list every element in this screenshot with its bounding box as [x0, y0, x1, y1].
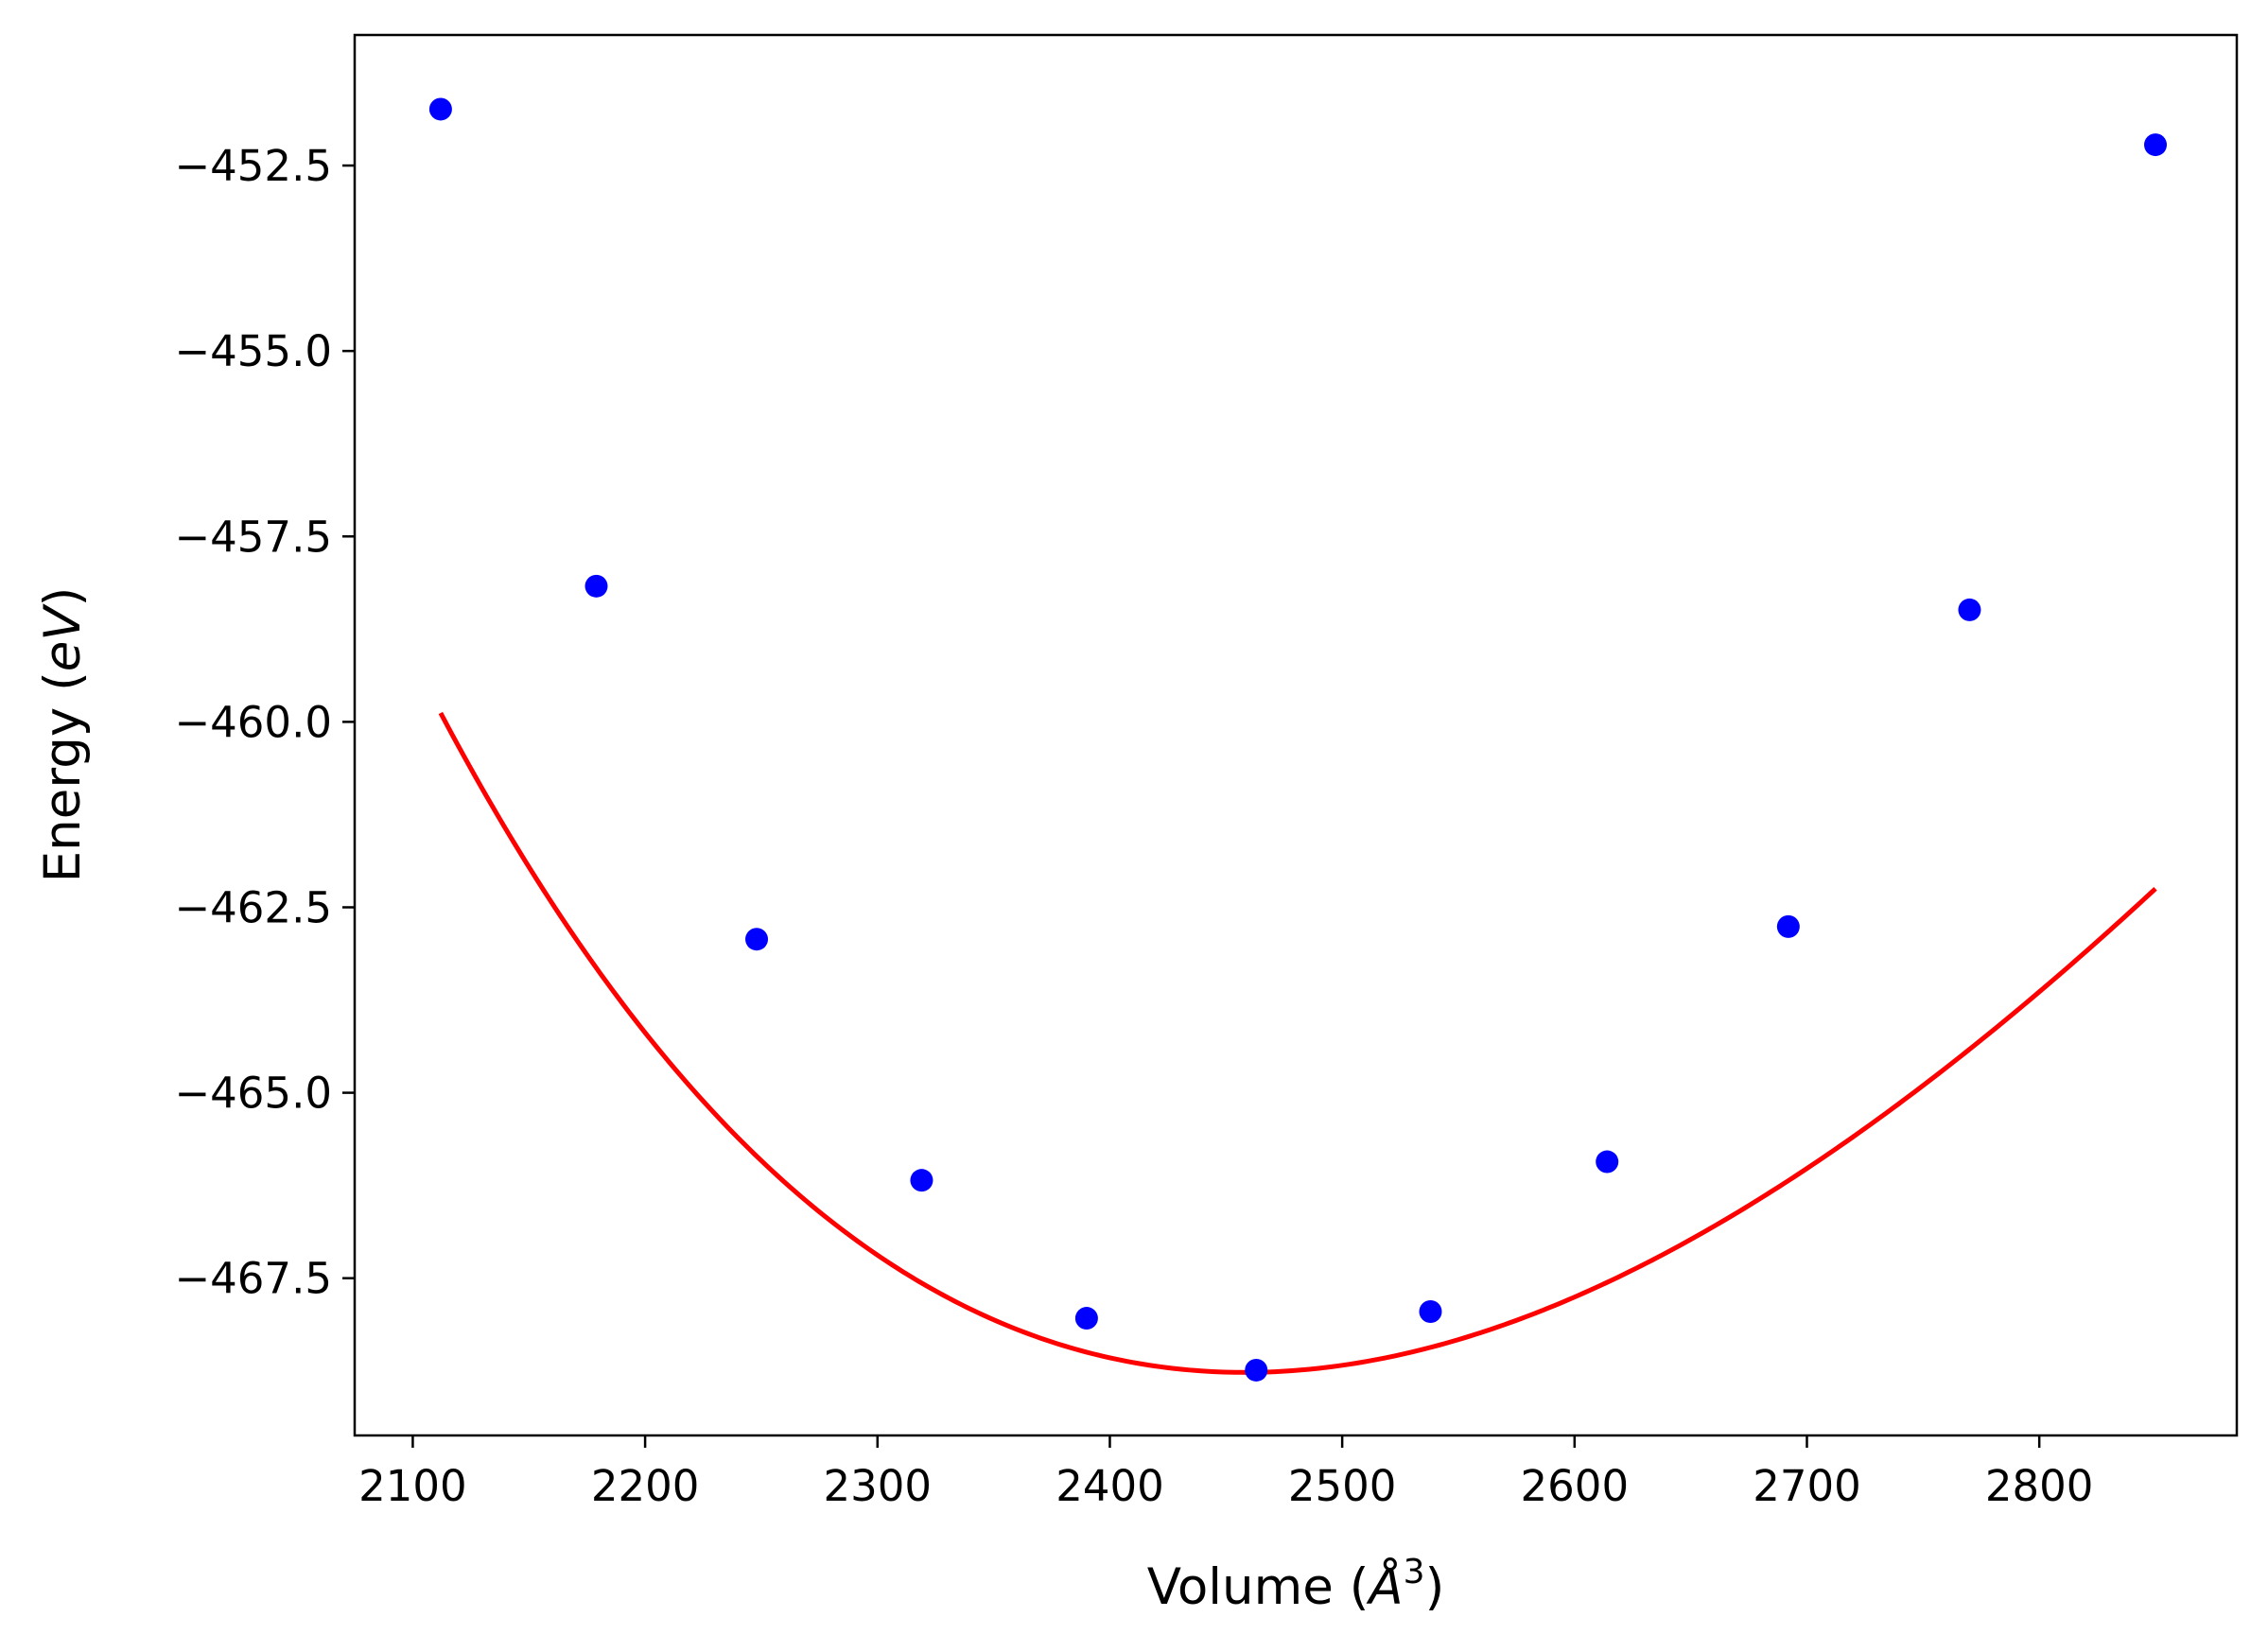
y-tick-label: −462.5: [174, 882, 332, 932]
x-tick-label: 2600: [1521, 1461, 1630, 1511]
plot-frame: [353, 33, 2239, 1437]
x-tick-label: 2100: [358, 1461, 467, 1511]
data-point: [2144, 133, 2168, 157]
data-point: [1958, 598, 1981, 621]
data-point: [910, 1169, 933, 1192]
x-tick-label: 2300: [824, 1461, 933, 1511]
data-point: [428, 97, 452, 121]
y-tick-label: −455.0: [174, 326, 332, 376]
data-point: [1419, 1300, 1442, 1324]
fit-curve: [438, 711, 2157, 1375]
x-tick-label: 2700: [1753, 1461, 1861, 1511]
data-point: [1245, 1358, 1268, 1382]
y-axis-title: Energy (eV): [34, 587, 92, 883]
plot-area: [355, 35, 2237, 1435]
data-point: [584, 574, 608, 598]
data-point: [745, 928, 769, 951]
y-tick-label: −452.5: [174, 141, 332, 191]
data-point: [1074, 1307, 1098, 1330]
x-tick-label: 2200: [591, 1461, 700, 1511]
data-point: [1776, 914, 1800, 938]
y-tick-label: −467.5: [174, 1254, 332, 1304]
y-tick-label: −460.0: [174, 697, 332, 747]
data-point: [1596, 1150, 1619, 1174]
y-tick-label: −457.5: [174, 512, 332, 562]
x-axis-title: Volume (Å3): [1147, 1553, 1445, 1616]
y-tick-label: −465.0: [174, 1069, 332, 1119]
x-tick-label: 2800: [1985, 1461, 2094, 1511]
x-tick-label: 2400: [1055, 1461, 1164, 1511]
x-tick-label: 2500: [1288, 1461, 1397, 1511]
